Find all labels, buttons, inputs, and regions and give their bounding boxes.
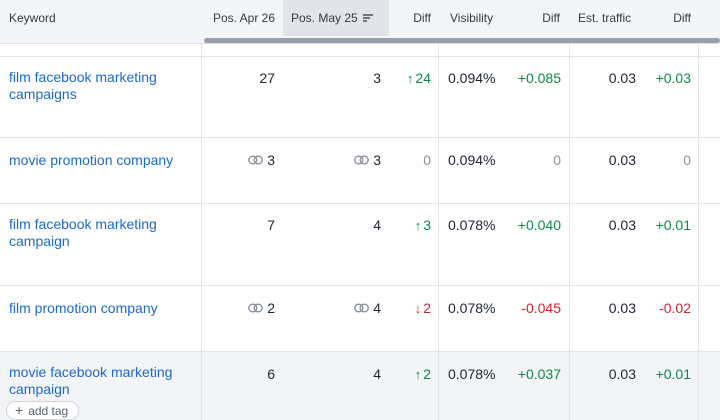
column-header-traffic-diff[interactable]: Diff (673, 11, 691, 25)
traffic-value: 0.03 (608, 300, 636, 316)
sort-descending-icon[interactable] (362, 13, 373, 22)
column-divider (569, 352, 570, 420)
table-row: film facebook marketing campaign 7 4 ↑ 3 … (0, 204, 720, 286)
arrow-up-icon: ↑ (406, 71, 414, 86)
traffic-diff: +0.01 (655, 366, 691, 382)
pos-diff-value: ↑ 3 (414, 217, 431, 233)
traffic-diff: +0.01 (655, 217, 691, 233)
traffic-value: 0.03 (608, 152, 636, 168)
column-header-pos-diff[interactable]: Diff (413, 11, 431, 25)
table-row-spacer (0, 44, 720, 57)
visibility-diff: +0.040 (517, 217, 561, 233)
table-row: film facebook marketing campaigns 27 3 ↑… (0, 57, 720, 138)
pos-apr-value: 6 (267, 366, 275, 382)
pos-diff-value: ↓ 2 (414, 300, 431, 316)
traffic-value: 0.03 (608, 70, 636, 86)
visibility-diff: 0 (553, 152, 561, 168)
visibility-value: 0.078% (448, 300, 496, 316)
column-divider (201, 0, 202, 420)
visibility-value: 0.078% (448, 217, 496, 233)
pos-may-value: 3 (373, 70, 381, 86)
arrow-down-icon: ↓ (414, 301, 422, 316)
visibility-value: 0.094% (448, 152, 496, 168)
pos-apr-value: 7 (267, 217, 275, 233)
pos-may-value: 3 (283, 152, 381, 169)
traffic-value: 0.03 (608, 366, 636, 382)
pos-diff-value: ↑ 24 (406, 70, 431, 86)
column-divider (201, 352, 202, 420)
column-header-traffic[interactable]: Est. traffic (578, 11, 632, 25)
table-row: movie promotion company 3 3 0 0.094% 0 0… (0, 138, 720, 204)
traffic-diff: +0.03 (655, 70, 691, 86)
pos-may-value: 4 (283, 300, 381, 317)
scrollbar-thumb[interactable] (204, 38, 720, 43)
visibility-value: 0.078% (448, 366, 496, 382)
column-divider (569, 0, 570, 420)
column-header-keyword[interactable]: Keyword (9, 11, 56, 25)
traffic-value: 0.03 (608, 217, 636, 233)
pos-diff-value: 0 (423, 152, 431, 168)
visibility-diff: +0.037 (517, 366, 561, 382)
column-header-pos-apr[interactable]: Pos. Apr 26 (212, 11, 275, 25)
horizontal-scrollbar[interactable] (204, 38, 720, 44)
pos-may-value: 4 (373, 366, 381, 382)
column-header-visibility[interactable]: Visibility (450, 11, 494, 25)
column-divider (698, 0, 699, 420)
visibility-diff: -0.045 (521, 300, 561, 316)
pos-apr-value: 3 (202, 152, 275, 169)
keyword-link[interactable]: film promotion company (9, 300, 158, 316)
traffic-diff: 0 (683, 152, 691, 168)
traffic-diff: -0.02 (659, 300, 691, 316)
link-icon (248, 155, 264, 165)
column-header-pos-may[interactable]: Pos. May 25 (283, 0, 389, 36)
table-header: Keyword Pos. Apr 26 Pos. May 25 Diff Vis… (0, 0, 720, 44)
keyword-link[interactable]: movie promotion company (9, 152, 174, 168)
plus-icon: + (15, 402, 24, 418)
pos-may-value: 4 (373, 217, 381, 233)
keyword-link[interactable]: movie facebook marketing campaign (9, 364, 173, 397)
pos-apr-value: 2 (202, 300, 275, 317)
link-icon (248, 303, 264, 313)
visibility-value: 0.094% (448, 70, 496, 86)
column-divider (438, 0, 439, 420)
add-tag-button[interactable]: + add tag (6, 401, 80, 420)
keyword-link[interactable]: film facebook marketing campaign (9, 216, 157, 249)
link-icon (354, 155, 370, 165)
pos-diff-value: ↑ 2 (414, 366, 431, 382)
column-divider (698, 352, 699, 420)
keyword-link[interactable]: film facebook marketing campaigns (9, 69, 157, 102)
column-divider (438, 352, 439, 420)
arrow-up-icon: ↑ (414, 218, 422, 233)
column-header-vis-diff[interactable]: Diff (542, 11, 560, 25)
visibility-diff: +0.085 (517, 70, 561, 86)
pos-apr-value: 27 (259, 70, 275, 86)
table-row: film promotion company 2 4 ↓ 2 0.078% -0.… (0, 286, 720, 352)
table-row: movie facebook marketing campaign 6 4 ↑ 2… (0, 352, 720, 420)
arrow-up-icon: ↑ (414, 367, 422, 382)
link-icon (354, 303, 370, 313)
